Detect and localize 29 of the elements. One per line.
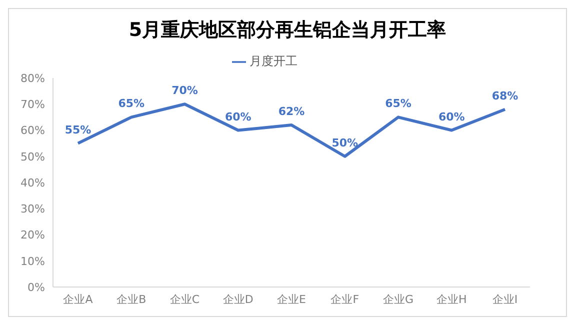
data-label: 60%	[438, 110, 465, 124]
x-tick-label: 企业G	[382, 292, 414, 306]
x-tick-label: 企业A	[63, 292, 94, 306]
y-tick-label: 10%	[20, 254, 45, 268]
y-tick-label: 40%	[20, 176, 45, 190]
data-label: 60%	[224, 110, 252, 124]
y-tick-label: 70%	[20, 98, 45, 112]
x-tick-label: 企业C	[170, 292, 200, 306]
y-tick-label: 60%	[20, 124, 45, 138]
y-tick-label: 80%	[20, 72, 45, 85]
x-tick-label: 企业D	[222, 292, 254, 306]
data-label: 70%	[172, 84, 198, 98]
x-tick-label: 企业B	[116, 292, 146, 306]
y-tick-label: 0%	[28, 280, 45, 294]
y-tick-label: 50%	[20, 150, 45, 164]
data-label: 68%	[492, 89, 518, 102]
x-tick-label: 企业E	[277, 292, 306, 306]
data-label: 55%	[64, 123, 92, 136]
legend-label: 月度开工	[250, 54, 298, 68]
data-label: 62%	[278, 105, 305, 118]
y-tick-label: 30%	[20, 202, 45, 216]
chart-title: 5月重庆地区部分再生铝企当月开工率	[128, 18, 448, 43]
y-tick-label: 20%	[20, 228, 45, 242]
data-label: 50%	[332, 136, 358, 150]
x-tick-label: 企业F	[330, 292, 360, 306]
data-label: 65%	[118, 97, 145, 110]
data-label: 65%	[385, 97, 412, 110]
x-tick-label: 企业H	[436, 292, 467, 306]
x-tick-label: 企业I	[492, 292, 518, 306]
